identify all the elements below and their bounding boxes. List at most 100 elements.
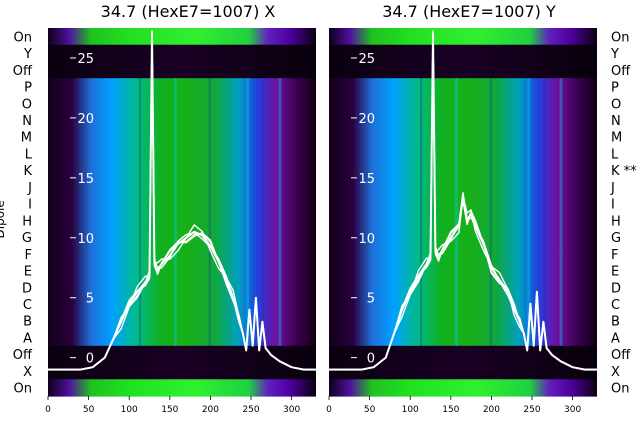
heatmap-row xyxy=(329,111,597,129)
heatmap-row xyxy=(48,94,316,113)
row-label: A xyxy=(611,331,620,346)
heatmap-row xyxy=(329,329,597,347)
row-label: J xyxy=(610,181,615,196)
row-label: On xyxy=(611,382,629,397)
row-label: F xyxy=(25,248,32,263)
heatmap-stripe xyxy=(559,78,563,346)
chart-title: 34.7 (HexE7=1007) X xyxy=(101,2,276,21)
overlay-tick-label: 5 xyxy=(86,292,94,307)
row-label: O xyxy=(611,97,621,112)
row-label: M xyxy=(21,131,32,146)
x-tick-label: 200 xyxy=(483,405,500,415)
heatmap-row xyxy=(329,78,597,96)
heatmap-row xyxy=(48,312,316,330)
row-label: N xyxy=(22,114,32,129)
heatmap-row xyxy=(329,228,597,247)
heatmap-row xyxy=(329,61,597,79)
heatmap-row xyxy=(48,345,316,364)
row-label: M xyxy=(611,131,622,146)
x-tick-label: 150 xyxy=(442,405,459,415)
heatmap-row xyxy=(329,161,597,180)
row-label: Off xyxy=(13,64,33,79)
heatmap-row xyxy=(48,329,316,347)
row-label: H xyxy=(22,214,32,229)
x-tick-label: 300 xyxy=(283,405,300,415)
row-label: Off xyxy=(611,348,631,363)
row-label: K ** xyxy=(611,164,637,179)
x-tick-label: 300 xyxy=(564,405,581,415)
heatmap-stripe xyxy=(208,78,211,346)
heatmap-row xyxy=(329,312,597,330)
row-label: Off xyxy=(13,348,33,363)
row-label: L xyxy=(25,147,33,162)
overlay-tick-label: 15 xyxy=(358,172,375,187)
row-label: L xyxy=(611,147,619,162)
heatmap-row xyxy=(48,379,316,397)
row-label: On xyxy=(611,30,629,45)
row-label: N xyxy=(611,114,621,129)
row-label: D xyxy=(611,281,621,296)
row-label: Y xyxy=(610,47,619,62)
heatmap-stripe xyxy=(420,78,423,346)
row-label: I xyxy=(611,198,615,213)
x-tick-label: 100 xyxy=(402,405,419,415)
x-tick-label: 250 xyxy=(523,405,540,415)
row-label: C xyxy=(611,298,620,313)
row-label: B xyxy=(611,315,620,330)
row-label: D xyxy=(22,281,32,296)
heatmap-row xyxy=(48,295,316,313)
row-label: C xyxy=(23,298,32,313)
row-label: A xyxy=(23,331,32,346)
heatmap-row xyxy=(48,61,316,79)
row-label: E xyxy=(611,265,619,280)
heatmap-row xyxy=(329,145,597,163)
row-label: J xyxy=(27,181,32,196)
heatmap-stripe xyxy=(543,78,546,346)
heatmap-row xyxy=(48,128,316,146)
x-tick-label: 0 xyxy=(326,405,332,415)
heatmap-stripe xyxy=(454,78,458,346)
row-label: F xyxy=(611,248,618,263)
heatmap-stripe xyxy=(278,78,282,346)
heatmap-stripe xyxy=(527,78,531,346)
x-tick-label: 50 xyxy=(83,405,95,415)
overlay-tick-label: 0 xyxy=(367,352,375,367)
heatmap-row xyxy=(48,195,316,213)
heatmap-row xyxy=(48,245,316,263)
heatmap-row xyxy=(48,78,316,96)
heatmap-row xyxy=(48,212,316,230)
x-tick-label: 150 xyxy=(161,405,178,415)
overlay-tick-label: 20 xyxy=(358,112,375,127)
heatmap-row xyxy=(48,145,316,163)
heatmap-row xyxy=(48,161,316,180)
row-label: G xyxy=(22,231,32,246)
heatmap-row xyxy=(48,262,316,280)
overlay-tick-label: 15 xyxy=(77,172,94,187)
x-tick-label: 0 xyxy=(45,405,51,415)
heatmap-row xyxy=(329,28,597,46)
row-label: G xyxy=(611,231,621,246)
x-tick-label: 250 xyxy=(242,405,259,415)
heatmap-row xyxy=(48,362,316,380)
y-axis-label: Dipole xyxy=(0,200,7,238)
heatmap-row xyxy=(329,128,597,146)
row-label: P xyxy=(611,81,619,96)
series-line xyxy=(48,30,316,371)
row-label: On xyxy=(14,382,32,397)
row-label: P xyxy=(24,81,32,96)
series-line xyxy=(329,30,597,371)
heatmap-stripe xyxy=(173,78,177,346)
heatmap-row xyxy=(329,262,597,280)
row-label: Off xyxy=(611,64,631,79)
heatmap-stripe xyxy=(139,78,142,346)
heatmap-row xyxy=(48,44,316,63)
heatmap-stripe xyxy=(489,78,492,346)
heatmap-row xyxy=(48,28,316,46)
x-tick-label: 200 xyxy=(202,405,219,415)
heatmap-stripe xyxy=(262,78,265,346)
row-label: X xyxy=(611,365,620,380)
heatmap-row xyxy=(329,178,597,196)
heatmap-row xyxy=(329,278,597,297)
